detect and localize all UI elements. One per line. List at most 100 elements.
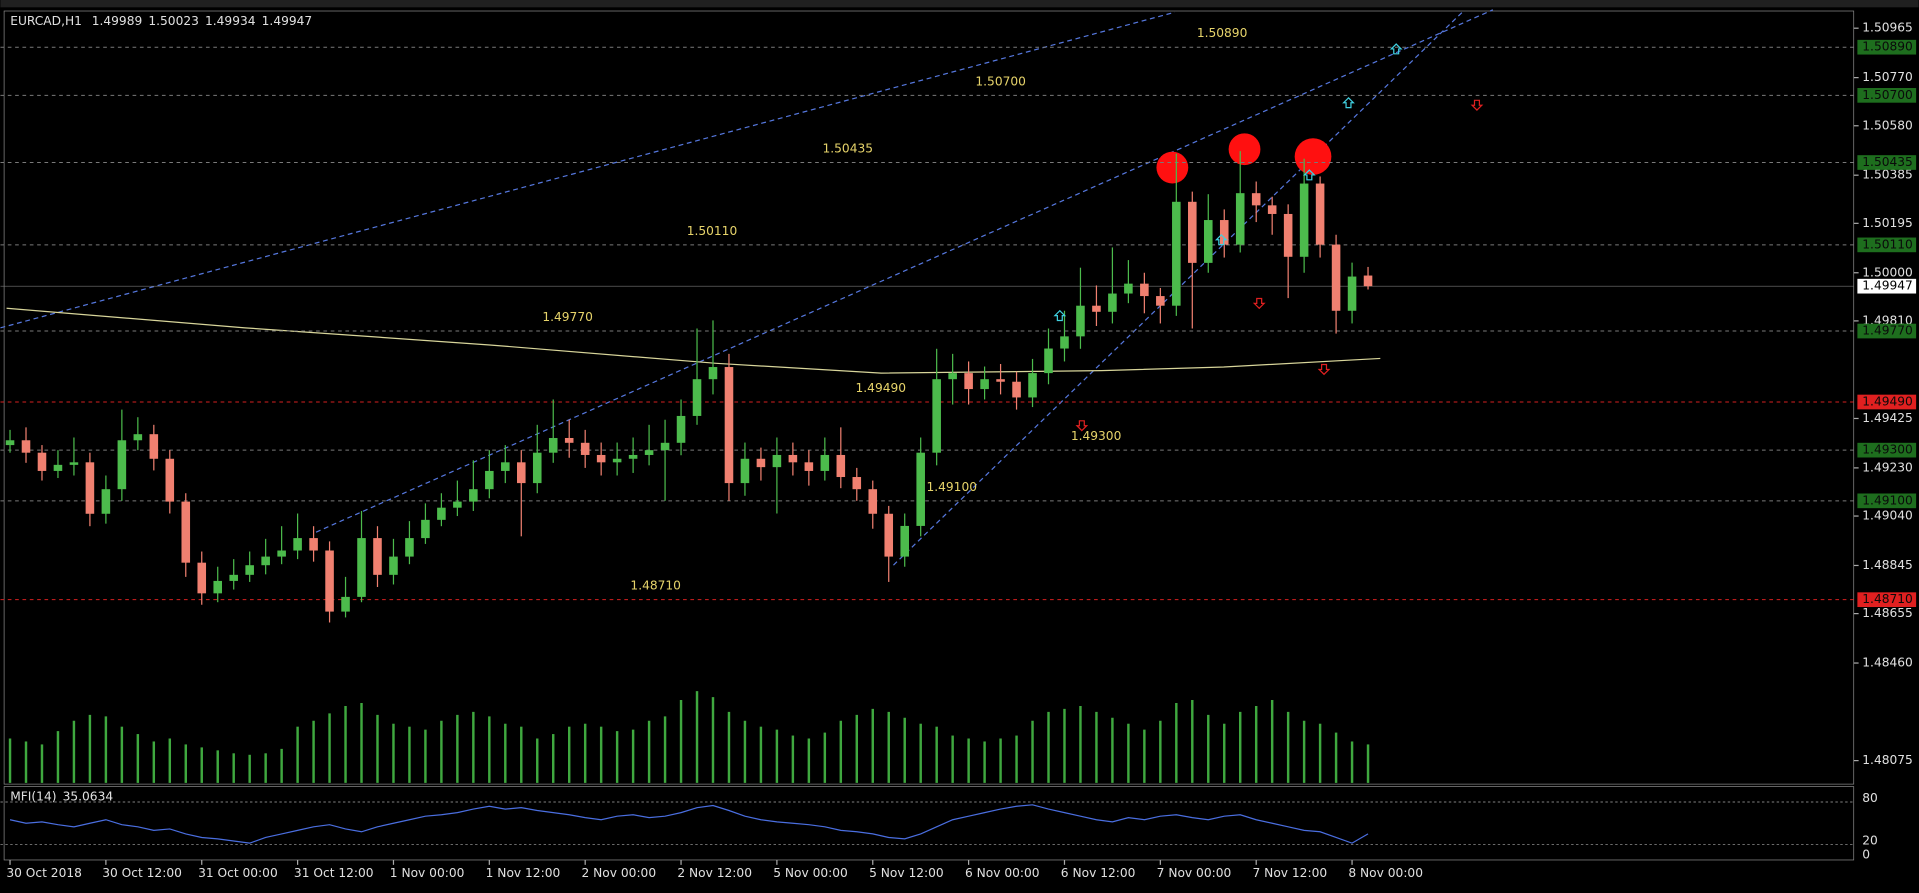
main-panel [3, 10, 1855, 785]
mfi-value: 35.0634 [63, 789, 114, 803]
candle-body [996, 379, 1005, 382]
candle-body [580, 442, 590, 455]
candle-body [405, 538, 414, 557]
x-tick-label: 7 Nov 00:00 [1157, 866, 1232, 880]
candle-body [197, 562, 207, 594]
low: 1.49934 [205, 13, 256, 27]
level-label: 1.49490 [856, 381, 907, 395]
candle-body [1140, 283, 1149, 297]
candle-body [341, 596, 350, 612]
candle-body [1283, 213, 1293, 257]
candle-body [1076, 305, 1085, 337]
price-tag [1857, 278, 1917, 294]
x-tick-label: 5 Nov 00:00 [773, 866, 848, 880]
candle-body [453, 501, 462, 508]
candle-body [1124, 283, 1133, 294]
candle-body [932, 379, 941, 453]
candle-body [868, 489, 878, 514]
level-tag-label: 1.49100 [1862, 493, 1913, 507]
level-label: 1.50435 [822, 142, 873, 156]
level-tag [1857, 323, 1917, 339]
arrow-down [1470, 99, 1484, 111]
open: 1.49989 [92, 13, 143, 27]
candle-body [676, 415, 686, 443]
arrow-up [1389, 43, 1403, 55]
mfi-header: MFI(14) 35.0634 [10, 789, 113, 803]
candle-body [884, 513, 894, 557]
x-tick-label: 2 Nov 00:00 [582, 866, 657, 880]
highlight-circle [1156, 151, 1189, 184]
candle-body [756, 458, 766, 468]
y-tick-label: 1.50965 [1862, 21, 1913, 35]
level-tag-label: 1.49300 [1862, 443, 1913, 457]
level-label: 1.49300 [1071, 429, 1122, 443]
candle-body [165, 458, 175, 502]
trend-line [0, 11, 1175, 329]
arrow-up [1053, 309, 1067, 322]
candle-body [213, 580, 223, 594]
candle-body [628, 454, 638, 459]
level-label: 1.50700 [975, 74, 1026, 88]
candle-body [1235, 193, 1245, 245]
close: 1.49947 [262, 13, 313, 27]
candle-body [1092, 305, 1101, 312]
x-tick-label: 1 Nov 00:00 [390, 866, 465, 880]
candle-body [325, 550, 334, 612]
candle-body [357, 538, 366, 597]
level-label: 1.50110 [687, 224, 738, 238]
level-tag-label: 1.50890 [1862, 40, 1913, 54]
candle-body [293, 538, 302, 551]
x-tick-label: 31 Oct 00:00 [198, 866, 278, 880]
candle-body [740, 458, 750, 484]
level-tag [1857, 394, 1917, 410]
y-tick-label: 1.50770 [1862, 70, 1913, 84]
mfi-name: MFI(14) [10, 789, 56, 803]
candle-body [532, 452, 542, 484]
mfi-tick-label: 80 [1862, 791, 1878, 805]
candle-body [516, 462, 526, 484]
x-tick-label: 8 Nov 00:00 [1348, 866, 1423, 880]
level-label: 1.50890 [1197, 26, 1248, 40]
toolbar-strip [0, 0, 1919, 8]
candle-body [900, 525, 909, 557]
y-tick-label: 1.48460 [1862, 656, 1913, 670]
candle-body [564, 437, 574, 443]
candle-body [1363, 275, 1373, 287]
candle-body [804, 462, 814, 471]
candle-body [261, 556, 270, 566]
candle-body [660, 442, 670, 451]
candle-body [916, 452, 925, 526]
x-tick-label: 1 Nov 12:00 [486, 866, 561, 880]
arrow-up [1342, 96, 1355, 109]
level-label: 1.48710 [630, 579, 681, 593]
x-tick-label: 6 Nov 12:00 [1061, 866, 1136, 880]
candle-body [692, 379, 702, 416]
highlight-circle [1294, 138, 1332, 175]
arrow-up [1302, 169, 1316, 181]
candle-body [101, 489, 111, 514]
arrow-down [1075, 420, 1089, 432]
symbol-header: EURCAD,H1 1.49989 1.50023 1.49934 1.49947 [10, 13, 312, 27]
candle-body [1156, 296, 1165, 306]
candle-body [1044, 348, 1053, 374]
x-tick-label: 6 Nov 00:00 [965, 866, 1040, 880]
candle-body [1108, 293, 1117, 312]
level-tag-label: 1.48710 [1862, 592, 1913, 606]
candle-body [1028, 373, 1037, 398]
candle-body [69, 462, 79, 465]
candle-body [964, 373, 973, 390]
symbol: EURCAD,H1 [10, 13, 82, 27]
candle-body [437, 507, 446, 520]
candle-body [1219, 220, 1229, 245]
y-tick-label: 1.49040 [1862, 509, 1913, 523]
candle-body [596, 454, 606, 463]
candle-body [1203, 220, 1213, 263]
candle-body [133, 434, 143, 441]
candle-body [1347, 276, 1357, 311]
candle-body [1060, 336, 1069, 349]
candle-body [53, 464, 63, 471]
y-tick-label: 1.50580 [1862, 118, 1913, 132]
x-tick-label: 2 Nov 12:00 [677, 866, 752, 880]
candle-body [948, 373, 957, 380]
